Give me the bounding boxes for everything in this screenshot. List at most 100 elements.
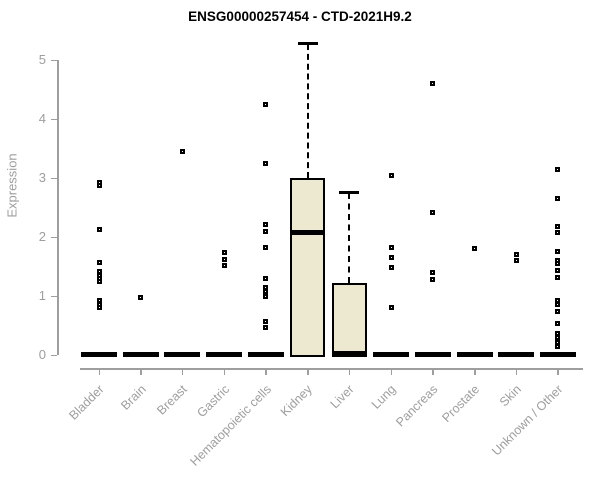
x-tick <box>307 368 309 375</box>
data-point <box>555 339 561 345</box>
x-tick-label: Breast <box>154 382 191 418</box>
data-point <box>388 305 394 311</box>
data-point <box>555 249 561 255</box>
x-tick-label: Lung <box>369 382 399 412</box>
x-tick-label: Bladder <box>66 382 107 423</box>
data-point <box>263 284 269 290</box>
data-point <box>555 195 561 201</box>
x-tick-label: Prostate <box>439 382 483 426</box>
zero-value-bar <box>414 351 451 357</box>
y-tick <box>51 177 57 179</box>
y-tick-label: 5 <box>38 52 46 67</box>
x-tick-label: Liver <box>327 382 357 412</box>
y-tick <box>51 236 57 238</box>
x-tick <box>265 368 267 375</box>
x-tick <box>140 368 142 375</box>
y-tick <box>51 354 57 356</box>
x-tick-label: Pancreas <box>393 382 441 430</box>
zero-value-bar <box>206 351 243 357</box>
data-point <box>96 260 102 266</box>
zero-value-bar <box>498 351 535 357</box>
data-point <box>263 102 269 108</box>
data-point <box>555 274 561 280</box>
y-axis-label: Expression <box>4 153 20 218</box>
data-point <box>263 160 269 166</box>
y-tick-label: 1 <box>38 288 46 303</box>
data-point <box>430 209 436 215</box>
box-body <box>290 178 326 357</box>
data-point <box>430 81 436 87</box>
data-point <box>555 261 561 267</box>
x-tick-label: Gastric <box>193 382 232 421</box>
data-point <box>96 279 102 285</box>
x-tick <box>98 368 100 375</box>
data-point <box>388 244 394 250</box>
y-tick-label: 2 <box>38 229 46 244</box>
x-tick-label: Brain <box>117 382 149 413</box>
whisker-line <box>306 44 309 178</box>
x-tick <box>474 368 476 375</box>
y-tick <box>51 118 57 120</box>
data-point <box>221 256 227 262</box>
data-point <box>263 244 269 250</box>
data-point <box>555 297 561 303</box>
data-point <box>96 297 102 303</box>
data-point <box>555 344 561 350</box>
data-point <box>472 246 478 252</box>
zero-value-bar <box>247 351 284 357</box>
data-point <box>555 267 561 273</box>
x-tick <box>515 368 518 375</box>
data-point <box>555 309 561 315</box>
x-tick-label: Kidney <box>278 382 316 420</box>
data-point <box>96 227 102 233</box>
data-point <box>263 325 269 331</box>
y-tick <box>51 295 57 297</box>
x-tick-label: Skin <box>496 382 524 410</box>
x-tick <box>181 368 184 375</box>
whisker-cap <box>339 191 360 194</box>
data-point <box>513 251 519 257</box>
box-body <box>331 283 367 357</box>
data-point <box>138 294 144 300</box>
data-point <box>555 335 561 341</box>
chart-title: ENSG00000257454 - CTD-2021H9.2 <box>188 9 412 24</box>
y-tick-label: 4 <box>38 111 46 126</box>
data-point <box>513 257 519 263</box>
x-tick <box>557 368 559 375</box>
data-point <box>555 230 561 236</box>
data-point <box>96 182 102 188</box>
y-tick-label: 3 <box>38 170 46 185</box>
y-axis-line <box>57 60 59 355</box>
data-point <box>388 172 394 178</box>
zero-value-bar <box>373 351 410 357</box>
median-line <box>331 351 367 356</box>
data-point <box>555 167 561 173</box>
y-tick-label: 0 <box>38 347 46 362</box>
data-point <box>263 319 269 325</box>
data-point <box>263 221 269 227</box>
data-point <box>221 263 227 269</box>
zero-value-bar <box>164 351 201 357</box>
data-point <box>430 270 436 276</box>
median-line <box>290 229 326 235</box>
zero-value-bar <box>122 351 159 357</box>
data-point <box>555 302 561 308</box>
data-point <box>263 228 269 234</box>
zero-value-bar <box>81 351 117 357</box>
whisker-line <box>348 193 351 284</box>
data-point <box>221 250 227 256</box>
y-tick <box>51 59 57 61</box>
data-point <box>430 276 436 282</box>
data-point <box>555 224 561 230</box>
data-point <box>388 264 394 270</box>
data-point <box>555 320 561 326</box>
data-point <box>96 305 102 311</box>
x-tick <box>390 368 393 375</box>
zero-value-bar <box>456 351 493 357</box>
x-tick <box>348 368 351 375</box>
x-tick <box>432 368 434 375</box>
data-point <box>263 275 269 281</box>
data-point <box>263 293 269 299</box>
whisker-cap <box>297 42 318 45</box>
